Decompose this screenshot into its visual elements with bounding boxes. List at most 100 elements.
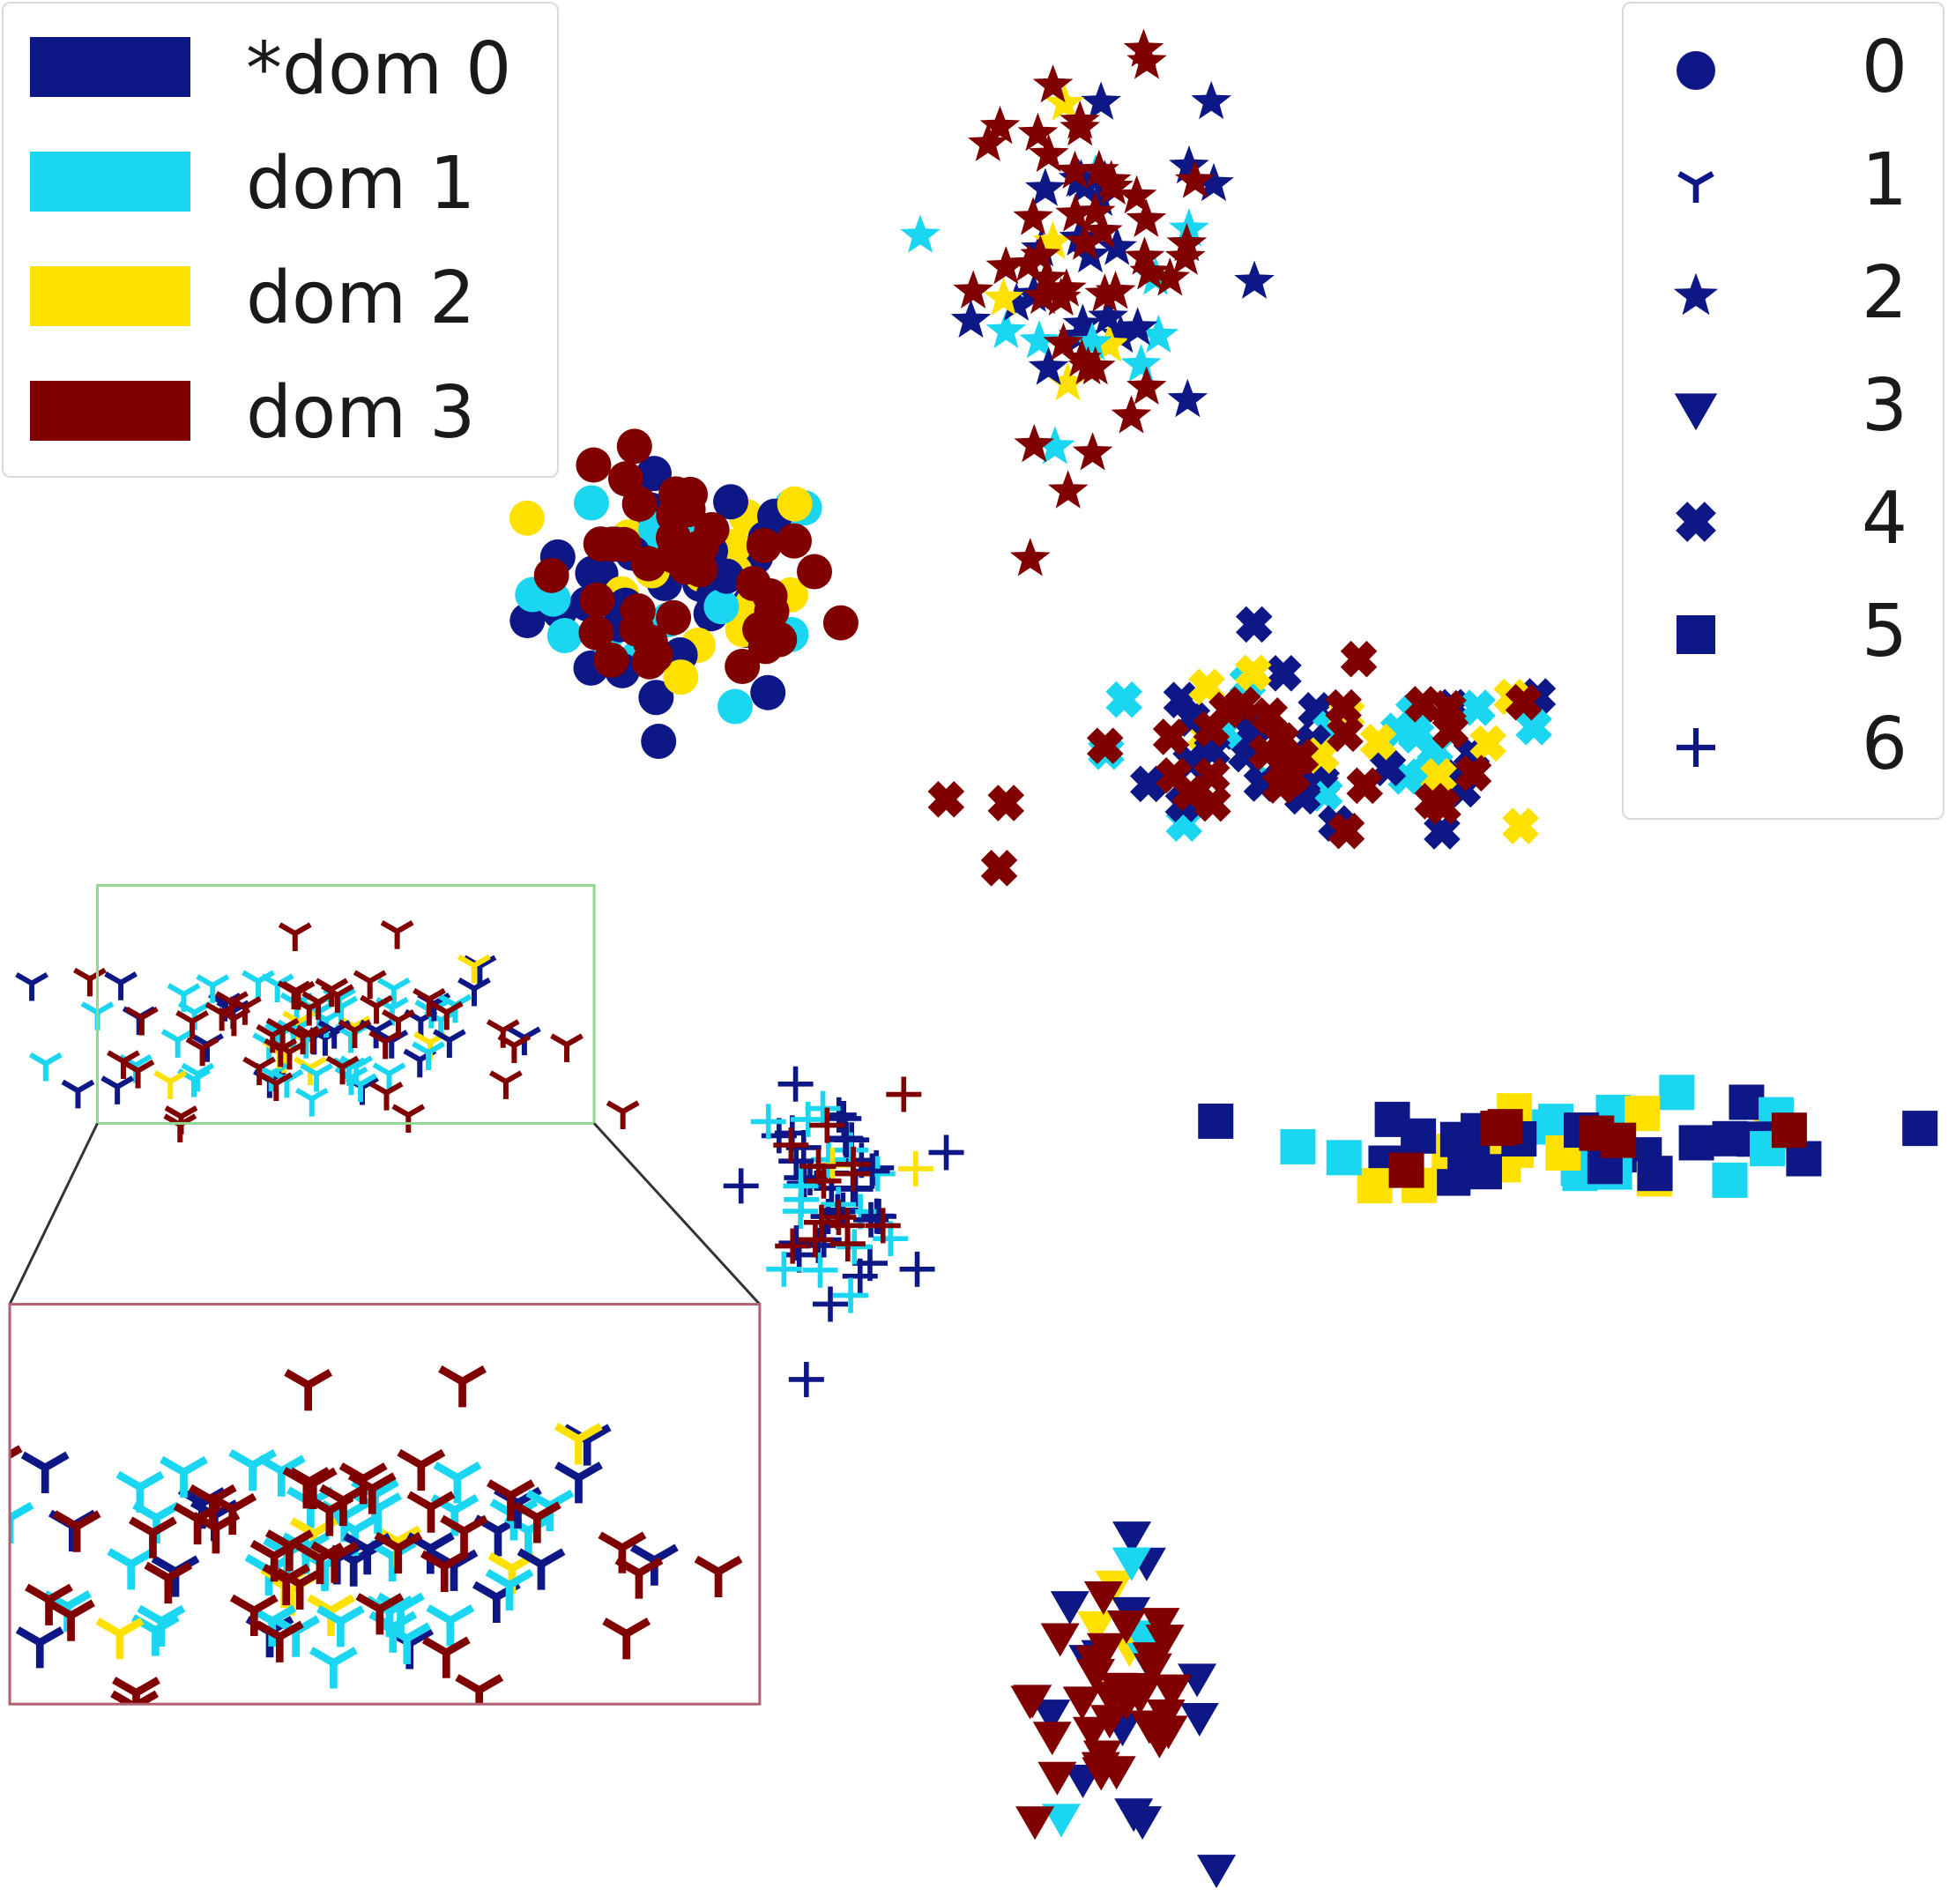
point-class-6-dom-3 bbox=[886, 1076, 922, 1112]
point-class-6-dom-0 bbox=[899, 1251, 935, 1287]
point-class-1-dom-2 bbox=[153, 1070, 188, 1099]
point-class-4-dom-3 bbox=[1248, 733, 1286, 771]
class-legend-entry: 6 bbox=[1624, 705, 1943, 785]
point-class-2-dom-1 bbox=[1138, 314, 1179, 353]
class-legend-label: 5 bbox=[1861, 590, 1907, 673]
point-class-2-dom-3 bbox=[1175, 160, 1216, 198]
point-class-3-dom-3 bbox=[1089, 1705, 1129, 1739]
point-class-2-dom-3 bbox=[1046, 268, 1087, 307]
point-class-5-dom-1 bbox=[1326, 1140, 1362, 1176]
point-class-3-dom-3 bbox=[1086, 1633, 1126, 1667]
point-class-2-dom-3 bbox=[1084, 273, 1126, 312]
point-class-2-dom-3 bbox=[1054, 150, 1096, 190]
domain-legend: *dom 0 dom 1 dom 2 dom 3 bbox=[2, 2, 559, 478]
inset-point-class-1-dom-3 bbox=[52, 1510, 101, 1552]
point-class-1-dom-0 bbox=[100, 1075, 135, 1104]
class-legend-entry: 0 bbox=[1624, 28, 1943, 108]
class-legend-entry: 3 bbox=[1624, 367, 1943, 446]
point-class-3-dom-3 bbox=[1015, 1806, 1055, 1841]
inset-point-class-1-dom-2 bbox=[554, 1423, 603, 1465]
point-class-1-dom-3 bbox=[124, 1006, 159, 1036]
point-class-4-dom-3 bbox=[1251, 697, 1289, 734]
point-class-3-dom-3 bbox=[1040, 1623, 1080, 1657]
point-class-6-dom-3 bbox=[809, 1107, 845, 1143]
point-class-5-dom-0 bbox=[1902, 1111, 1938, 1147]
point-class-6-dom-0 bbox=[928, 1134, 964, 1171]
point-class-4-dom-3 bbox=[1152, 718, 1190, 755]
domain-legend-label: dom 3 bbox=[246, 371, 476, 455]
point-class-6-dom-0 bbox=[860, 1198, 896, 1234]
point-class-6-dom-3 bbox=[821, 1199, 857, 1235]
point-class-2-dom-3 bbox=[1017, 112, 1059, 152]
inset-point-class-1-dom-3 bbox=[347, 1472, 397, 1514]
inset-point-class-1-dom-3 bbox=[249, 1539, 299, 1582]
point-class-1-dom-3 bbox=[382, 1008, 415, 1038]
point-class-2-dom-3 bbox=[979, 105, 1021, 145]
point-class-1-dom-1 bbox=[294, 1087, 329, 1117]
domain-legend-entry: dom 2 bbox=[4, 259, 557, 338]
class-legend-marker-star bbox=[1673, 272, 1719, 316]
inset-point-class-1-dom-3 bbox=[129, 1516, 177, 1558]
point-class-5-dom-1 bbox=[1280, 1128, 1316, 1164]
point-class-1-dom-3 bbox=[325, 1055, 360, 1085]
point-class-4-dom-0 bbox=[1129, 765, 1167, 803]
point-class-2-dom-3 bbox=[1055, 193, 1096, 232]
point-class-1-dom-3 bbox=[281, 980, 316, 1010]
point-class-2-dom-3 bbox=[1111, 395, 1152, 434]
point-class-3-dom-3 bbox=[1145, 1625, 1185, 1659]
point-class-5-dom-1 bbox=[1659, 1075, 1695, 1111]
point-class-5-dom-3 bbox=[1487, 1109, 1523, 1145]
class-legend-label: 1 bbox=[1861, 138, 1907, 222]
point-class-0-dom-3 bbox=[683, 529, 719, 565]
inset-point-class-1-dom-3 bbox=[374, 1531, 423, 1574]
inset-point-class-1-dom-3 bbox=[602, 1618, 651, 1660]
point-class-1-dom-0 bbox=[15, 971, 48, 1001]
point-class-4-dom-2 bbox=[1359, 723, 1397, 761]
point-class-1-dom-3 bbox=[175, 1010, 209, 1039]
point-class-6-dom-3 bbox=[773, 1127, 809, 1164]
point-class-1-dom-3 bbox=[391, 1104, 426, 1133]
point-class-3-dom-3 bbox=[1133, 1653, 1172, 1687]
point-class-2-dom-3 bbox=[1047, 470, 1089, 509]
class-legend-marker-circle bbox=[1677, 51, 1715, 90]
inset-point-class-1-dom-1 bbox=[137, 1604, 186, 1647]
point-class-4-dom-3 bbox=[1193, 757, 1231, 794]
point-class-4-dom-3 bbox=[1404, 686, 1442, 723]
point-class-3-dom-0 bbox=[1178, 1663, 1217, 1698]
point-class-2-dom-0 bbox=[1028, 346, 1069, 385]
inset-point-class-1-dom-1 bbox=[426, 1604, 475, 1647]
point-class-0-dom-0 bbox=[713, 484, 749, 520]
point-class-2-dom-3 bbox=[1090, 160, 1132, 198]
point-class-0-dom-3 bbox=[735, 566, 771, 602]
point-class-1-dom-1 bbox=[300, 1062, 334, 1092]
point-class-6-dom-3 bbox=[865, 1208, 901, 1244]
point-class-5-dom-3 bbox=[1601, 1122, 1637, 1158]
point-class-0-dom-3 bbox=[533, 557, 569, 593]
point-class-5-dom-3 bbox=[1771, 1112, 1807, 1149]
inset-source-box bbox=[96, 883, 596, 1125]
point-class-2-dom-3 bbox=[1065, 221, 1105, 260]
point-class-3-dom-3 bbox=[1082, 1757, 1121, 1791]
point-class-4-dom-3 bbox=[1340, 640, 1378, 678]
class-legend-entry: 1 bbox=[1624, 141, 1943, 220]
inset-point-class-1-dom-3 bbox=[284, 1369, 333, 1411]
point-class-3-dom-1 bbox=[1112, 1547, 1151, 1581]
class-legend-marker-triangle_down bbox=[1674, 393, 1718, 431]
point-class-1-dom-3 bbox=[360, 994, 393, 1024]
inset-point-class-1-dom-0 bbox=[15, 1626, 64, 1669]
point-class-6-dom-1 bbox=[805, 1090, 841, 1127]
point-class-0-dom-3 bbox=[670, 492, 706, 528]
point-class-6-dom-0 bbox=[813, 1286, 849, 1322]
point-class-3-dom-2 bbox=[1077, 1610, 1117, 1645]
point-class-4-dom-2 bbox=[1502, 807, 1539, 844]
point-class-4-dom-2 bbox=[1234, 654, 1272, 692]
class-legend-entry: 4 bbox=[1624, 480, 1943, 559]
point-class-4-dom-3 bbox=[1346, 767, 1384, 805]
point-class-3-dom-0 bbox=[1050, 1591, 1089, 1625]
point-class-6-dom-0 bbox=[851, 1246, 888, 1282]
point-class-1-dom-3 bbox=[338, 1019, 372, 1049]
point-class-1-dom-0 bbox=[457, 977, 491, 1007]
class-legend: 0 1 2 3 4 5 6 bbox=[1622, 2, 1944, 820]
point-class-2-dom-1 bbox=[985, 309, 1027, 349]
